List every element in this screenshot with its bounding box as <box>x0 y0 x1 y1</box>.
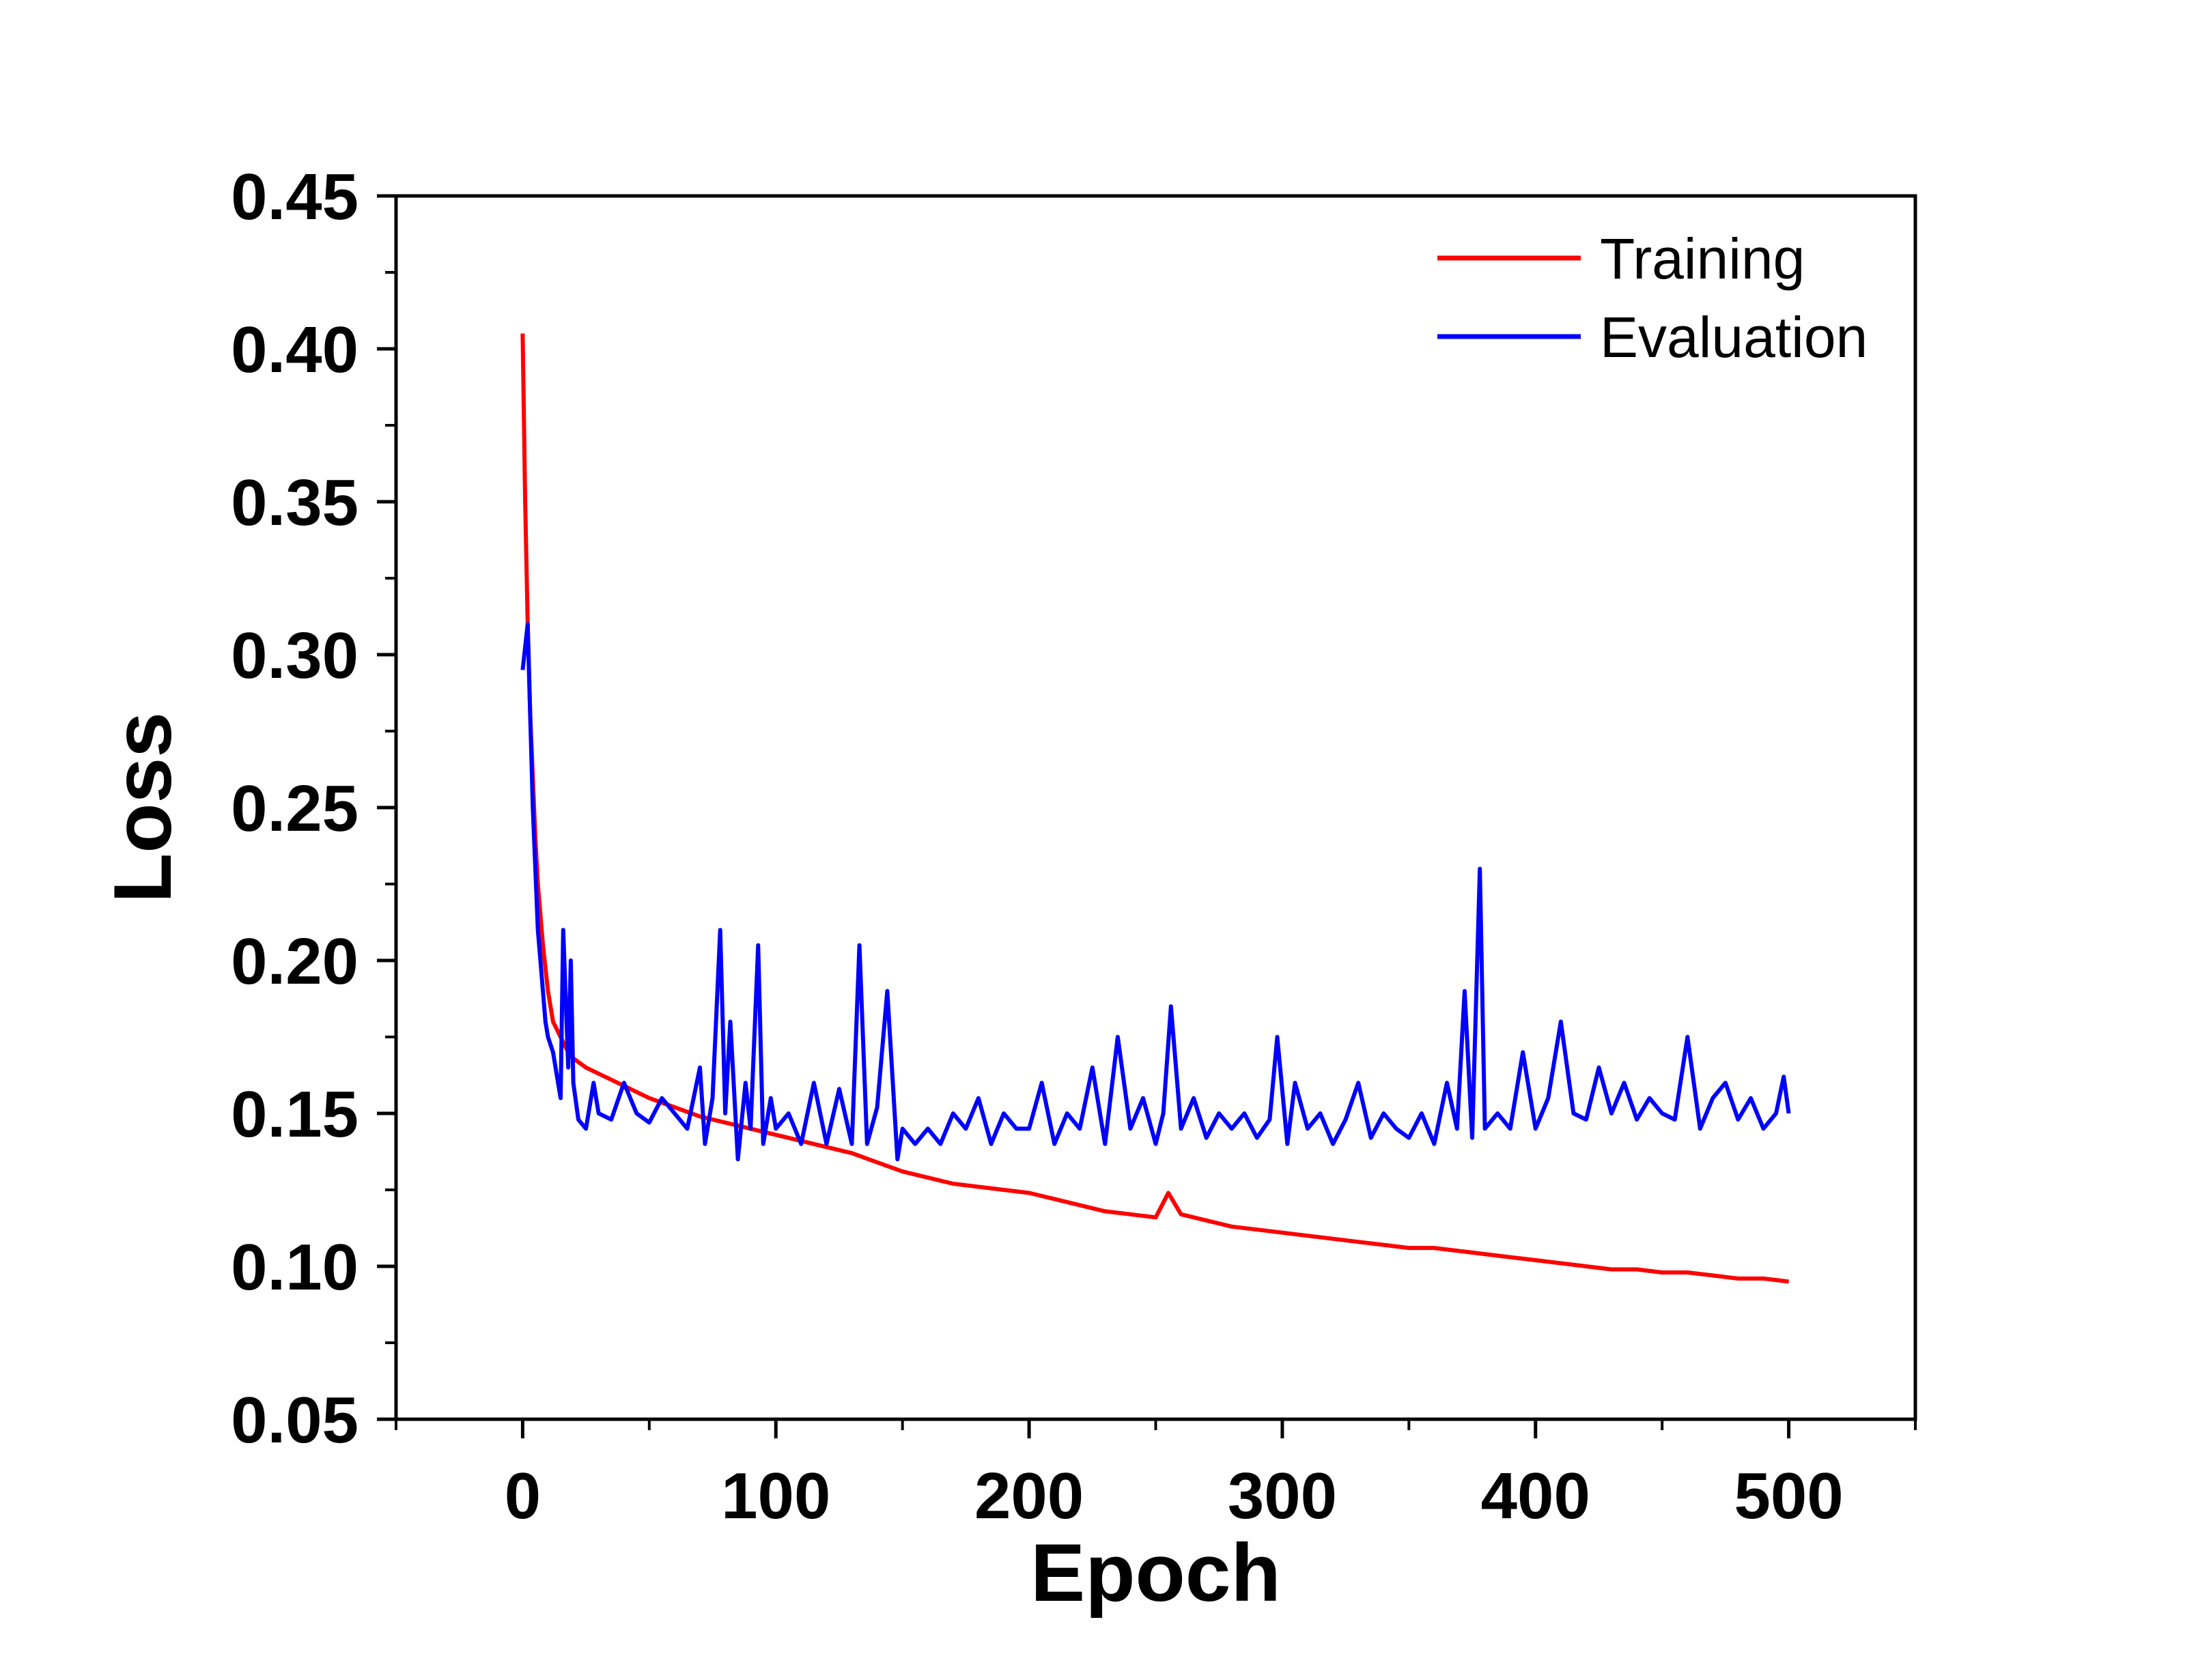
y-tick-label: 0.05 <box>231 1384 358 1457</box>
y-tick-label: 0.30 <box>231 619 358 692</box>
x-tick-label: 100 <box>721 1460 830 1533</box>
y-tick-label: 0.15 <box>231 1078 358 1151</box>
y-tick-label: 0.40 <box>231 313 358 386</box>
y-tick-label: 0.35 <box>231 466 358 539</box>
legend-label-evaluation: Evaluation <box>1600 305 1868 369</box>
y-tick-label: 0.10 <box>231 1231 358 1304</box>
series-line-evaluation <box>520 622 1791 1162</box>
series-layer <box>520 333 1791 1284</box>
x-axis-title: Epoch <box>1030 1527 1281 1619</box>
y-tick-label: 0.45 <box>231 160 358 233</box>
x-tick-label: 200 <box>974 1460 1084 1533</box>
legend: Training Evaluation <box>1437 227 1868 369</box>
y-tick-label: 0.20 <box>231 925 358 998</box>
x-tick-label: 400 <box>1481 1460 1590 1533</box>
series-line-training <box>520 333 1789 1284</box>
x-tick-label: 500 <box>1734 1460 1843 1533</box>
x-tick-label: 300 <box>1228 1460 1337 1533</box>
x-tick-label: 0 <box>505 1460 541 1533</box>
y-axis-title: Loss <box>97 712 188 903</box>
legend-label-training: Training <box>1600 227 1805 291</box>
y-tick-label: 0.25 <box>231 772 358 845</box>
ticks-layer: 0 100 200 300 400 500 0.05 0.10 0.15 0.20 0.25 0.30… <box>231 160 1917 1533</box>
